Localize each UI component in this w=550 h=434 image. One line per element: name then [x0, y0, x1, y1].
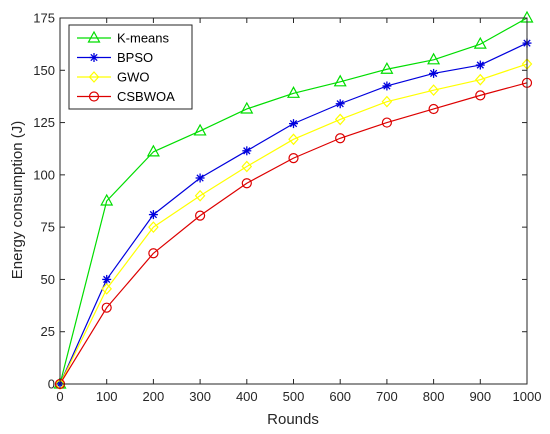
legend-marker-bpso	[89, 53, 99, 62]
legend-marker-csbwoa	[88, 91, 100, 102]
data-point-csbwoa	[195, 210, 206, 221]
legend-label-bpso: BPSO	[117, 50, 153, 65]
marker-stroke	[336, 100, 344, 108]
data-point-csbwoa	[241, 178, 252, 189]
data-point-gwo	[288, 133, 299, 146]
x-tick-label: 100	[96, 389, 118, 404]
x-tick-label: 900	[469, 389, 491, 404]
y-tick-label: 150	[33, 63, 55, 78]
data-point-csbwoa	[148, 248, 159, 259]
series-line-k-means	[59, 17, 528, 385]
data-point-k-means	[100, 193, 114, 206]
data-point-csbwoa	[381, 117, 392, 128]
data-point-bpso	[382, 81, 392, 91]
data-point-bpso	[475, 60, 485, 70]
data-point-csbwoa	[288, 153, 299, 164]
y-tick-label: 100	[33, 167, 55, 182]
data-point-k-means	[380, 61, 394, 74]
data-point-bpso	[148, 210, 158, 220]
data-point-csbwoa	[335, 133, 346, 144]
x-tick-label: 800	[423, 389, 445, 404]
data-point-k-means	[473, 36, 487, 49]
y-tick-label: 25	[41, 324, 55, 339]
marker-stroke	[103, 275, 111, 284]
legend: K-means BPSO GWO CSBWOA	[68, 24, 193, 110]
data-point-k-means	[286, 86, 301, 98]
data-point-bpso	[102, 274, 112, 284]
data-point-gwo	[194, 189, 206, 202]
marker-stroke	[196, 174, 204, 182]
x-axis-title: Rounds	[267, 411, 319, 428]
series-markers	[53, 10, 534, 390]
data-point-k-means	[427, 52, 441, 65]
data-point-bpso	[195, 173, 205, 183]
legend-marker-k-means	[87, 30, 101, 43]
data-point-k-means	[146, 144, 160, 157]
data-point-bpso	[429, 68, 439, 78]
data-point-k-means	[333, 74, 347, 87]
data-point-gwo	[334, 113, 346, 126]
data-point-gwo	[474, 73, 486, 86]
marker-stroke	[429, 69, 438, 78]
legend-label-csbwoa: CSBWOA	[117, 89, 175, 104]
data-point-bpso	[242, 146, 252, 156]
marker-stroke	[243, 147, 251, 155]
legend-label-k-means: K-means	[117, 31, 170, 46]
y-tick-label: 125	[33, 115, 55, 130]
x-axis-ticks: 0 100 200 300 400 500 600 700 800 900 1000	[56, 18, 541, 404]
y-axis-title: Energy consumption (J)	[9, 121, 26, 279]
legend-label-gwo: GWO	[117, 70, 150, 85]
x-tick-label: 400	[236, 389, 258, 404]
y-axis-ticks: 0 25 50 75 100 125 150 175	[33, 11, 527, 392]
data-point-bpso	[289, 119, 298, 129]
data-point-gwo	[148, 221, 159, 234]
data-point-csbwoa	[475, 90, 486, 101]
data-point-gwo	[241, 160, 253, 173]
x-tick-label: 500	[283, 389, 305, 404]
x-tick-label: 200	[143, 389, 165, 404]
x-tick-label: 0	[56, 389, 63, 404]
marker-stroke	[149, 210, 158, 219]
x-tick-label: 300	[189, 389, 211, 404]
legend-marker-gwo	[88, 71, 100, 83]
marker-stroke	[90, 53, 98, 62]
data-point-bpso	[335, 99, 345, 109]
y-tick-label: 0	[48, 377, 55, 392]
y-tick-label: 175	[33, 11, 55, 26]
x-tick-label: 700	[376, 389, 398, 404]
data-point-k-means	[240, 101, 254, 114]
data-point-gwo	[101, 282, 113, 295]
marker-stroke	[289, 119, 298, 128]
data-point-gwo	[381, 95, 393, 108]
series-line-csbwoa	[59, 82, 528, 385]
data-point-gwo	[428, 84, 439, 97]
y-tick-label: 75	[41, 220, 55, 235]
marker-stroke	[383, 82, 391, 90]
x-tick-label: 1000	[513, 389, 542, 404]
x-tick-label: 600	[329, 389, 351, 404]
y-tick-label: 50	[41, 272, 55, 287]
data-point-k-means	[193, 123, 207, 136]
series-line-gwo	[59, 63, 528, 385]
data-point-csbwoa	[428, 103, 439, 115]
data-point-csbwoa	[101, 302, 112, 313]
marker-stroke	[476, 61, 484, 69]
